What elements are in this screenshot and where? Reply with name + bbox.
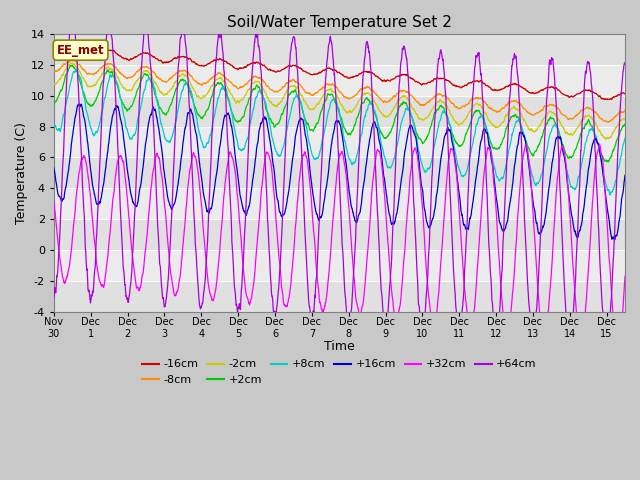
Bar — [54, 127, 625, 157]
Bar — [54, 219, 625, 250]
Bar — [54, 65, 625, 96]
Legend: -16cm, -8cm, -2cm, +2cm, +8cm, +16cm, +32cm, +64cm: -16cm, -8cm, -2cm, +2cm, +8cm, +16cm, +3… — [138, 355, 541, 389]
X-axis label: Time: Time — [324, 340, 355, 353]
Bar — [54, 188, 625, 219]
Bar — [54, 157, 625, 188]
Bar — [54, 96, 625, 127]
Y-axis label: Temperature (C): Temperature (C) — [15, 122, 28, 224]
Text: EE_met: EE_met — [57, 44, 104, 57]
Bar — [54, 281, 625, 312]
Title: Soil/Water Temperature Set 2: Soil/Water Temperature Set 2 — [227, 15, 452, 30]
Bar — [54, 250, 625, 281]
Bar — [54, 34, 625, 65]
